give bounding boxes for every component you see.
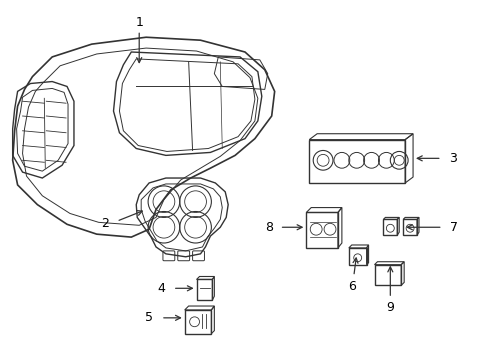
Text: 5: 5 <box>145 311 153 324</box>
Text: 4: 4 <box>157 282 164 295</box>
Text: 3: 3 <box>448 152 456 165</box>
Text: 9: 9 <box>386 301 393 315</box>
Text: 7: 7 <box>448 221 457 234</box>
Text: 2: 2 <box>101 217 108 230</box>
Text: 8: 8 <box>264 221 272 234</box>
Text: 6: 6 <box>347 280 355 293</box>
Text: 1: 1 <box>135 16 143 29</box>
